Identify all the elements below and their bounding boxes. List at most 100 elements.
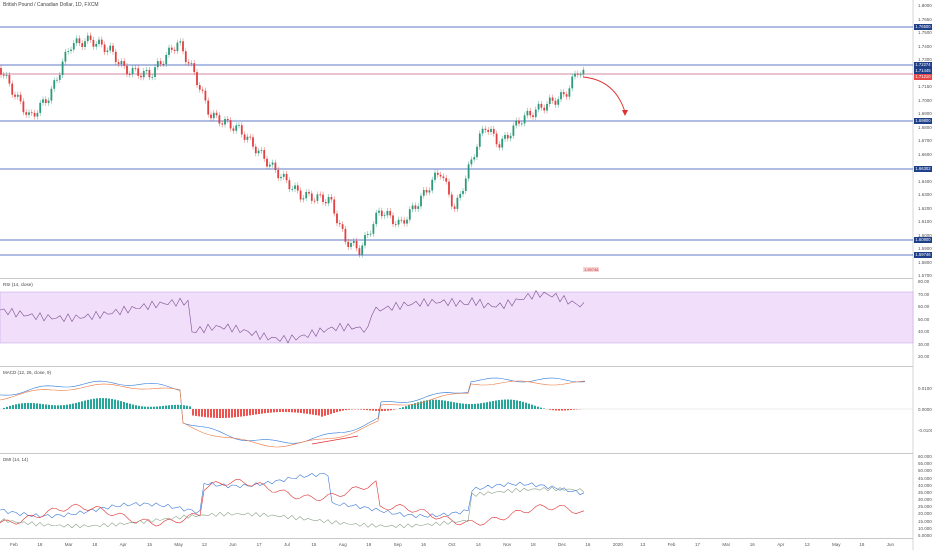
candle-body <box>406 219 408 224</box>
price-tick-label: 1.57000 <box>918 273 932 278</box>
macd-bar <box>438 399 440 409</box>
date-tick-label: 13 <box>640 542 646 547</box>
rsi-tick-label: 80.00 <box>918 279 930 284</box>
candle-body <box>67 50 70 52</box>
macd-bar <box>6 406 8 409</box>
candle-body <box>361 245 364 255</box>
macd-bar <box>207 409 209 418</box>
price-tick-label: 1.71500 <box>918 84 932 89</box>
macd-bar <box>39 403 41 409</box>
macd-bar <box>393 409 395 410</box>
macd-bar <box>540 407 542 409</box>
macd-bar <box>48 404 50 409</box>
price-pane[interactable]: British Pound / Canadian Dollar, 1D, FXC… <box>0 0 932 278</box>
candle-body <box>487 129 490 132</box>
macd-bar <box>255 409 257 415</box>
macd-bar <box>9 405 11 409</box>
date-tick-label: Sep <box>393 542 402 547</box>
candle-body <box>92 39 95 47</box>
candle-body <box>372 224 375 234</box>
macd-bar <box>447 401 449 409</box>
alert-label[interactable]: 1.59746 <box>583 267 600 272</box>
macd-bar <box>435 399 437 409</box>
level-price-tag: 1.71210 <box>914 74 932 80</box>
candle-body <box>288 180 291 190</box>
macd-bar <box>231 409 233 418</box>
macd-bar <box>57 405 59 409</box>
macd-bar <box>171 405 173 409</box>
candle-body <box>442 176 445 179</box>
candle-body <box>543 107 546 111</box>
macd-bar <box>102 398 104 409</box>
candle-body <box>546 103 548 111</box>
pane-separator[interactable] <box>0 278 913 279</box>
candle-body <box>210 114 212 119</box>
rsi-label[interactable]: RSI (14, close) <box>3 282 33 287</box>
candle-body <box>36 112 39 117</box>
dmi-tick-label: 35.0000 <box>918 489 932 495</box>
candle-body <box>98 39 100 44</box>
pane-separator[interactable] <box>0 453 913 454</box>
projection-arrow <box>582 76 626 113</box>
candle-body <box>103 44 106 53</box>
candle-body <box>313 200 316 202</box>
price-tick-label: 1.80000 <box>918 3 932 8</box>
macd-bar <box>273 409 275 413</box>
candle-body <box>414 205 417 209</box>
macd-bar <box>138 405 140 409</box>
macd-bar <box>528 403 530 409</box>
macd-bar <box>192 409 194 416</box>
candle-body <box>501 138 504 148</box>
level-price-tag: 1.60900 <box>914 237 932 243</box>
candle-body <box>366 233 369 236</box>
macd-bar <box>462 403 464 409</box>
macd-bar <box>426 400 428 409</box>
macd-bar <box>45 404 47 409</box>
macd-bar <box>441 400 443 409</box>
price-tick-label: 1.61000 <box>918 219 932 224</box>
pane-separator[interactable] <box>0 366 913 367</box>
candle-body <box>568 88 571 97</box>
candle-body <box>70 49 72 51</box>
macd-label[interactable]: MACD (12, 26, close, 9) <box>3 370 52 375</box>
macd-bar <box>165 405 167 409</box>
macd-bar <box>285 409 287 413</box>
macd-bar <box>534 405 536 409</box>
candle-body <box>64 51 67 62</box>
candle-body <box>554 100 557 105</box>
horizontal-levels[interactable] <box>0 26 913 256</box>
macd-bar <box>501 399 503 409</box>
macd-bar <box>249 409 251 416</box>
candle-body <box>565 94 568 97</box>
candle-body <box>378 210 380 213</box>
candle-body <box>165 54 168 65</box>
candle-body <box>173 49 176 51</box>
macd-bar <box>42 404 44 409</box>
price-tick-label: 1.60000 <box>918 232 932 238</box>
macd-bar <box>246 409 248 416</box>
candle-body <box>330 197 333 200</box>
candle-body <box>560 92 562 100</box>
candle-body <box>445 178 448 182</box>
rsi-band <box>0 291 914 344</box>
macd-bar <box>267 409 269 413</box>
candle-body <box>470 159 473 165</box>
macd-bar <box>387 409 389 411</box>
macd-bar <box>348 409 350 410</box>
candle-body <box>540 103 543 108</box>
candle-body <box>383 215 386 217</box>
macd-bar <box>135 405 137 409</box>
candle-body <box>386 210 389 216</box>
macd-bar <box>27 402 29 409</box>
macd-bar <box>489 401 491 409</box>
candle-body <box>212 112 215 119</box>
macd-bar <box>381 409 383 412</box>
candle-body <box>557 99 560 105</box>
dmi-label[interactable]: DMI (14, 14) <box>3 457 29 462</box>
macd-bar <box>552 409 554 411</box>
candle-body <box>324 201 327 204</box>
date-tick-label: Nov <box>503 542 512 547</box>
candle-body <box>484 128 487 130</box>
